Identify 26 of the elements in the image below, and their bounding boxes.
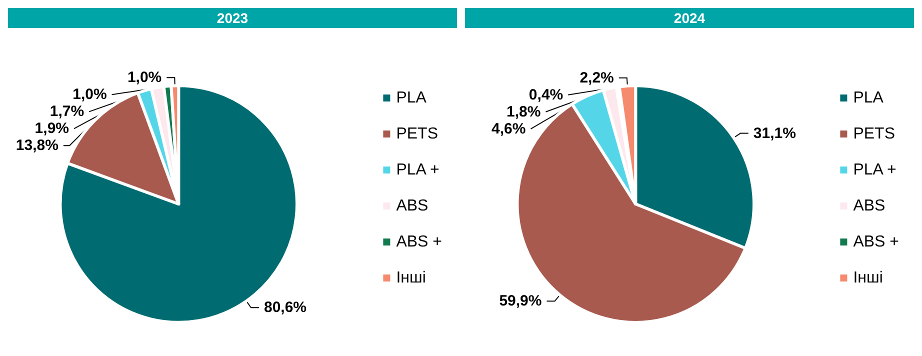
data-label: 1,8% [506, 103, 541, 120]
legend-label: PETS [853, 126, 895, 142]
legend-label: ABS [396, 198, 428, 214]
legend-label: PLA + [853, 162, 896, 178]
legend-label: PLA [396, 90, 427, 106]
legend-label: ABS + [853, 234, 900, 250]
data-label: 1,7% [50, 103, 84, 120]
legend-label: ABS + [396, 234, 442, 250]
legend-label: PETS [396, 126, 438, 142]
legend-label: Інші [853, 270, 883, 286]
data-label: 1,9% [34, 120, 70, 138]
data-label: 1,0% [127, 69, 162, 86]
legend-label: PLA + [396, 162, 440, 178]
data-label: 4,6% [492, 120, 526, 138]
data-label: 1,0% [72, 86, 107, 104]
legend-label: ABS [853, 198, 886, 214]
legend-label: PLA [853, 90, 884, 106]
legend-label: Інші [396, 270, 426, 286]
chart-title: 2023 [8, 8, 457, 28]
data-label: 80,6% [264, 299, 307, 316]
chart-title: 2024 [465, 8, 914, 28]
data-label: 0,4% [528, 86, 564, 104]
data-label: 59,9% [499, 292, 542, 310]
data-label: 13,8% [16, 137, 58, 154]
data-label: 31,1% [753, 124, 796, 142]
data-label: 2,2% [580, 69, 614, 86]
